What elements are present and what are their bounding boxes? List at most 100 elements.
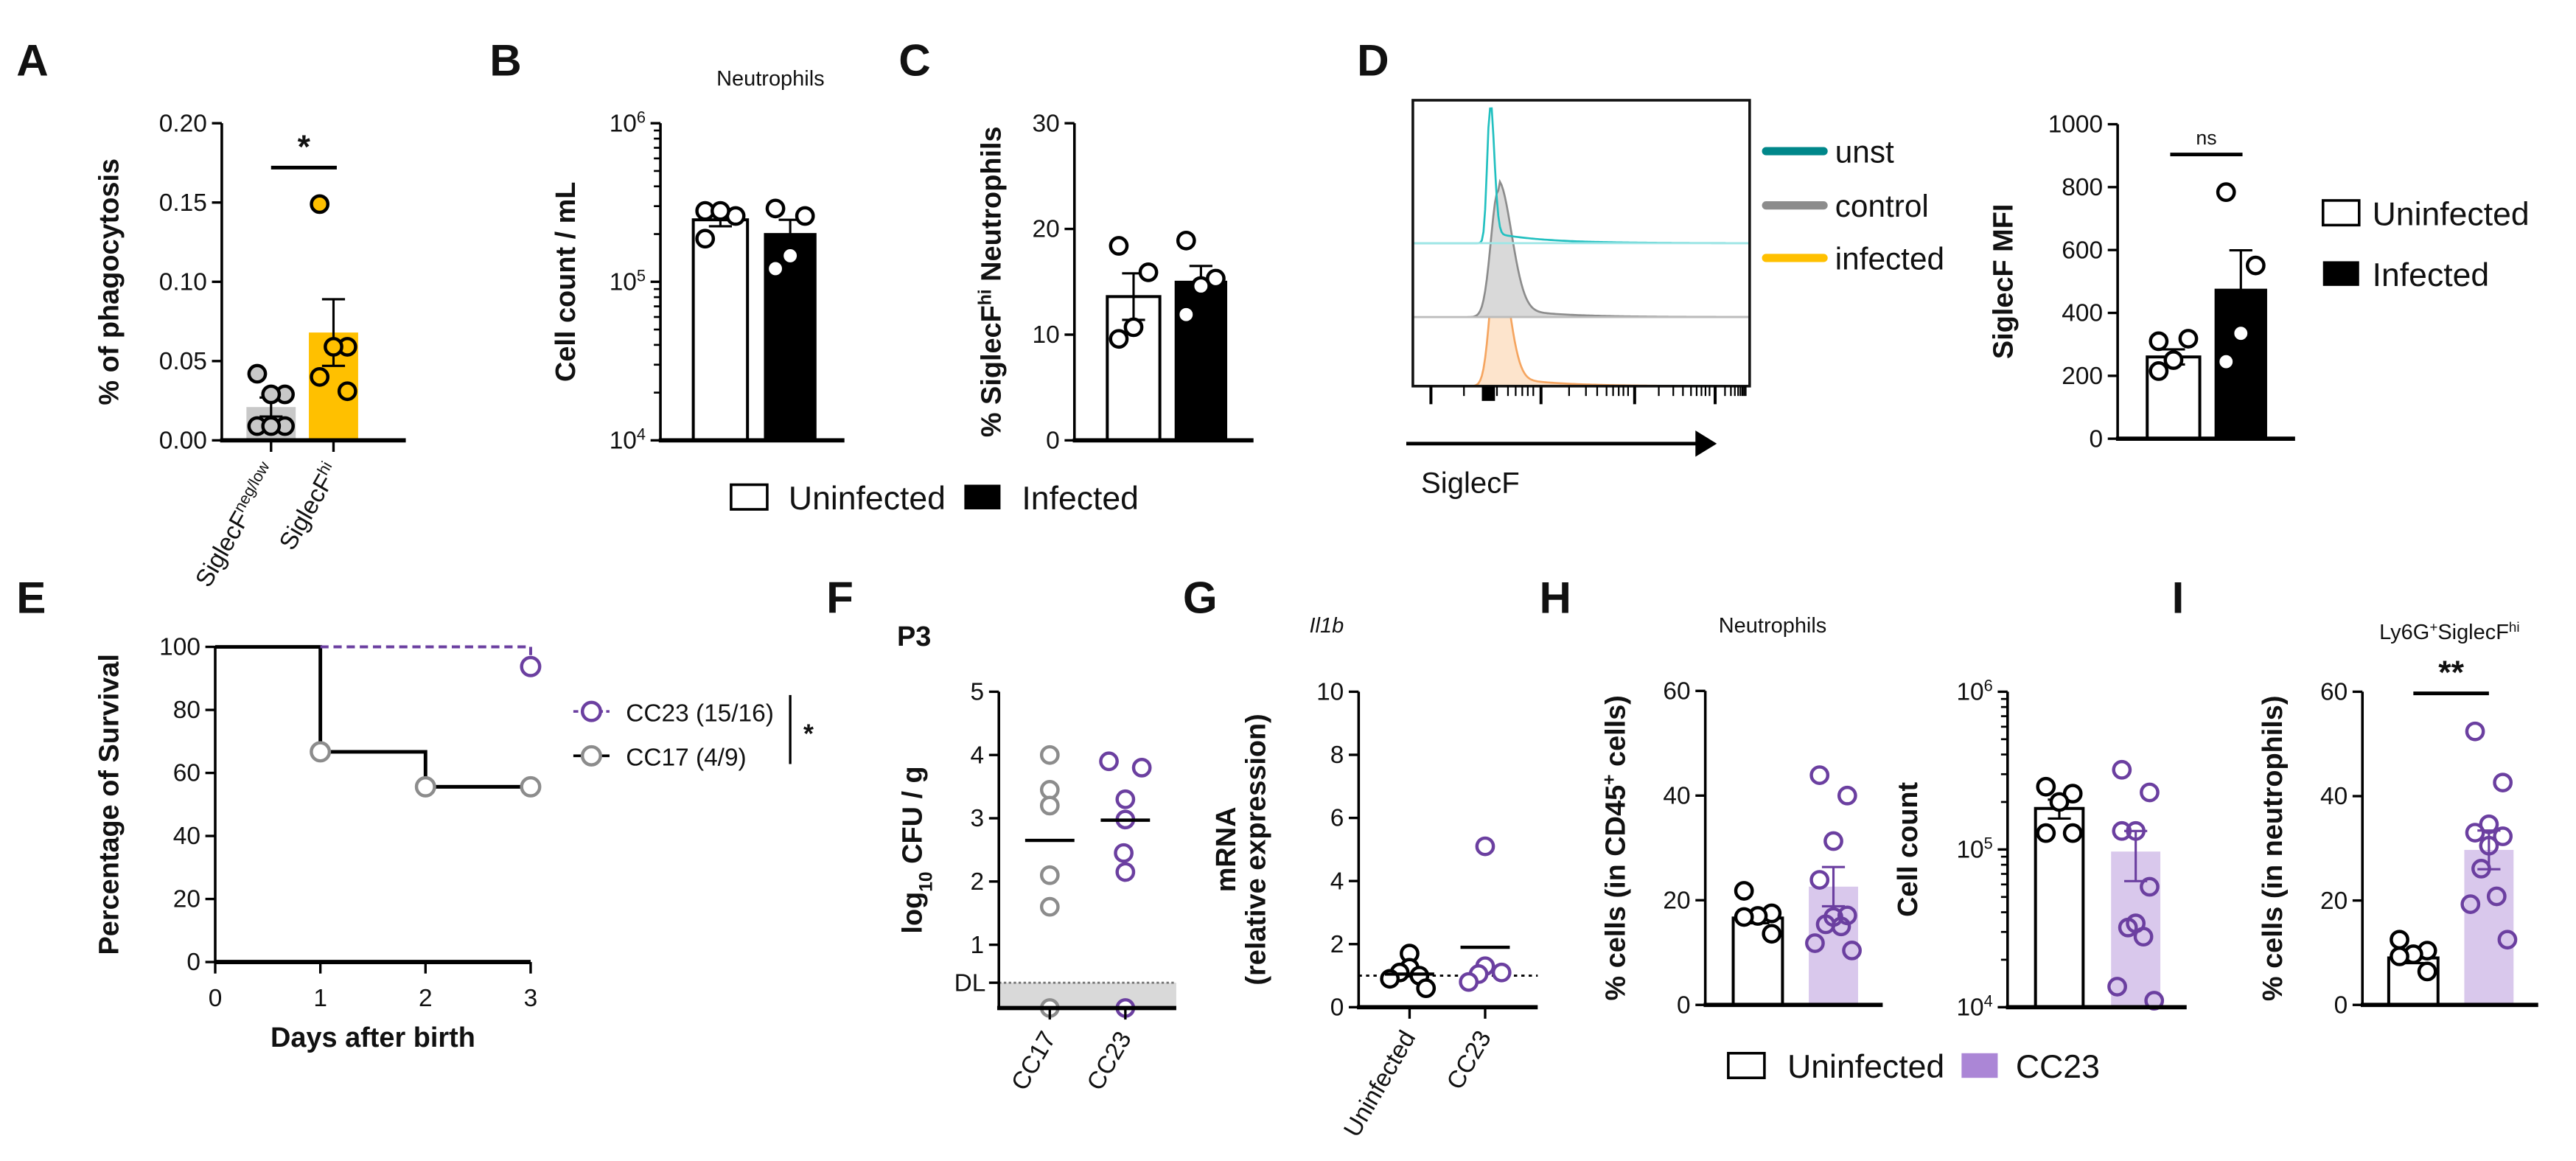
data-point (2479, 814, 2499, 834)
y-tick-label: 104 (610, 425, 646, 454)
legend-swatch (2322, 261, 2359, 286)
y-tick-label: 100 (159, 634, 200, 661)
y-tick-label: 106 (610, 108, 646, 138)
legend-swatch (2321, 199, 2361, 227)
significance-label: ** (2438, 655, 2464, 691)
panel-letter-g: G (1183, 573, 1218, 622)
data-point (1115, 789, 1136, 809)
label-part: SiglecF MFI (1988, 204, 2019, 359)
data-point (2216, 352, 2236, 372)
data-point (1099, 751, 1119, 772)
y-tick-label: 105 (1956, 834, 1992, 864)
data-point (1123, 317, 1144, 338)
data-point (2465, 721, 2485, 742)
data-point (310, 194, 330, 215)
y-tick-label: 20 (173, 886, 200, 913)
legend-label: control (1835, 189, 1929, 223)
bar (691, 218, 750, 442)
y-tick-label: 2 (1330, 931, 1344, 958)
histogram-control (1412, 178, 1751, 318)
data-point (2149, 361, 2169, 381)
label-part: 6 (637, 108, 646, 126)
y-tick-label: 0 (1330, 994, 1344, 1022)
chart-panel-c: 0 10 20 30 % SiglecFhi Neutrophils (975, 110, 1254, 455)
data-point (1809, 870, 1830, 890)
data-point (2036, 776, 2056, 797)
detection-limit-label: DL (954, 969, 986, 997)
chart-title: Neutrophils (716, 67, 825, 91)
below-detection-region (999, 983, 1176, 1008)
data-point (1831, 916, 1851, 937)
data-point (1491, 962, 1512, 983)
data-point (2216, 182, 2236, 203)
data-point (780, 245, 800, 266)
y-tick-label: 20 (2320, 888, 2348, 915)
data-point (1138, 262, 1159, 282)
bar (2464, 849, 2514, 1005)
histogram-panel: SiglecF unst control infected (1406, 99, 1944, 500)
y-axis-label: Cell count / mL (551, 182, 582, 382)
panel-letter-h: H (1540, 573, 1571, 622)
data-point (324, 337, 343, 357)
label-part: 10 (1956, 837, 1983, 864)
data-point (1190, 276, 1211, 296)
legend-marker (580, 700, 602, 722)
y-axis-label: % of phagocytosis (94, 158, 125, 405)
data-point (1734, 881, 1754, 901)
y-tick-label: 2 (971, 868, 985, 896)
label-part: 10 (610, 428, 637, 455)
y-tick-label: 8 (1330, 742, 1344, 769)
data-point (247, 363, 268, 384)
y-tick-label: 0 (2334, 991, 2348, 1019)
data-point (1131, 758, 1152, 778)
y-tick-label: 106 (1956, 676, 1992, 706)
chart-panel-a: SiglecFneg/low SiglecFhi 0.00 0.05 0.10 0.15 0… (94, 110, 406, 592)
x-tick-label: Uninfected (1338, 1026, 1421, 1142)
data-point (1206, 268, 1226, 289)
y-tick-label: 0 (1046, 428, 1060, 455)
data-point (2493, 773, 2513, 792)
x-axis-label: SiglecF (1421, 467, 1520, 500)
data-point (261, 384, 282, 405)
y-tick-label: 0 (1677, 991, 1691, 1019)
significance-label: * (298, 129, 311, 165)
chart-title: Neutrophils (1719, 614, 1827, 638)
data-point (2140, 876, 2160, 897)
data-point (1176, 230, 1196, 251)
data-point (2471, 859, 2491, 879)
y-tick-label: 0.20 (159, 110, 207, 137)
significance-label: ns (2196, 127, 2216, 149)
y-axis-label: Percentage of Survival (94, 654, 125, 955)
x-tick-label: 3 (524, 985, 538, 1012)
legend-label: CC23 (15/16) (626, 700, 774, 728)
data-point (2390, 930, 2409, 950)
legend-label: Uninfected (789, 481, 946, 517)
y-axis-label: log10 CFU / g (897, 766, 936, 933)
y-tick-label: 6 (1330, 805, 1344, 832)
chart-panel-d: 0 200 400 600 800 1000 SiglecF MFI ns (1988, 111, 2295, 453)
panel-letter-i: I (2172, 573, 2185, 622)
label-part: 5 (1984, 834, 1993, 852)
y-axis-label: % cells (in neutrophils) (2258, 696, 2289, 1002)
legend-label: CC17 (4/9) (626, 745, 746, 772)
label-part: mRNA (1211, 807, 1242, 893)
data-point (1109, 329, 1129, 349)
legend-label: infected (1835, 242, 1944, 276)
legend-label: unst (1835, 135, 1894, 170)
data-point (1475, 836, 1495, 857)
y-tick-label: 40 (1663, 782, 1690, 809)
label-part: 4 (1984, 991, 1993, 1010)
data-point (1823, 831, 1843, 851)
legend-swatch (964, 484, 1001, 509)
y-tick-label: 0 (186, 949, 200, 976)
label-part: log (897, 892, 928, 934)
data-point (2417, 961, 2437, 982)
data-point (765, 259, 786, 279)
label-part: hi (975, 289, 995, 305)
data-point (1837, 785, 1857, 806)
y-axis-label-line2: (relative expression) (1240, 714, 1271, 985)
y-tick-label: 20 (1663, 887, 1690, 914)
legend-swatch (1727, 1051, 1766, 1079)
y-tick-label: 60 (173, 760, 200, 787)
